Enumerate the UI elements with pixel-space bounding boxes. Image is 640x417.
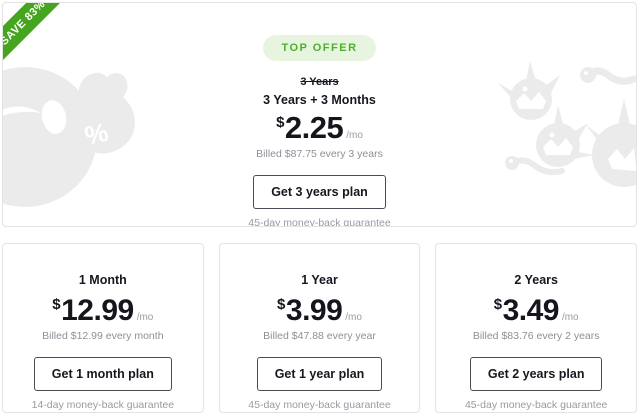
top-offer-content: TOP OFFER 3 Years 3 Years + 3 Months $2.… xyxy=(3,3,636,227)
price-amount: 3.99 xyxy=(285,294,343,327)
money-back-guarantee: 14-day money-back guarantee xyxy=(31,398,175,411)
currency-symbol: $ xyxy=(52,296,61,313)
plan-card-row: 1 Month $12.99/mo Billed $12.99 every mo… xyxy=(2,243,638,413)
per-month-label: /mo xyxy=(345,312,362,323)
get-3-years-plan-button[interactable]: Get 3 years plan xyxy=(253,174,386,209)
billing-detail: Billed $12.99 every month xyxy=(42,329,164,342)
get-1-year-plan-button[interactable]: Get 1 year plan xyxy=(256,356,383,391)
plan-name: 3 Years + 3 Months xyxy=(263,93,376,107)
billing-detail: Billed $47.88 every year xyxy=(263,329,376,342)
currency-symbol: $ xyxy=(277,296,285,313)
money-back-guarantee: 45-day money-back guarantee xyxy=(464,398,608,411)
currency-symbol: $ xyxy=(276,114,284,131)
billing-detail: Billed $87.75 every 3 years xyxy=(256,147,383,160)
per-month-label: /mo xyxy=(561,312,579,323)
money-back-guarantee: 45-day money-back guarantee xyxy=(248,398,391,411)
price-amount: 3.49 xyxy=(502,294,560,327)
get-2-years-plan-button[interactable]: Get 2 years plan xyxy=(469,356,603,391)
plan-price: $2.25/mo xyxy=(3,110,636,145)
per-month-label: /mo xyxy=(136,312,154,323)
plan-name: 1 Month xyxy=(78,273,127,287)
plan-card-2-years: 2 Years $3.49/mo Billed $83.76 every 2 y… xyxy=(435,243,638,413)
top-offer-card: SAVE 83% % xyxy=(2,2,637,227)
plan-price: $3.49/mo xyxy=(436,295,636,327)
money-back-guarantee: 45-day money-back guarantee xyxy=(248,216,391,227)
price-amount: 2.25 xyxy=(284,110,344,145)
get-1-month-plan-button[interactable]: Get 1 month plan xyxy=(33,356,172,391)
plan-price: $3.99/mo xyxy=(220,295,420,327)
price-amount: 12.99 xyxy=(61,294,134,327)
per-month-label: /mo xyxy=(346,130,363,141)
top-offer-badge: TOP OFFER xyxy=(263,35,376,61)
plan-name: 1 Year xyxy=(301,273,338,287)
plan-card-1-year: 1 Year $3.99/mo Billed $47.88 every year… xyxy=(218,243,421,413)
billing-detail: Billed $83.76 every 2 years xyxy=(472,329,600,342)
plan-name: 2 Years xyxy=(514,273,558,287)
old-plan-name: 3 Years xyxy=(300,76,339,88)
plan-price: $12.99/mo xyxy=(3,295,203,327)
plan-card-1-month: 1 Month $12.99/mo Billed $12.99 every mo… xyxy=(2,243,204,413)
currency-symbol: $ xyxy=(493,296,502,313)
